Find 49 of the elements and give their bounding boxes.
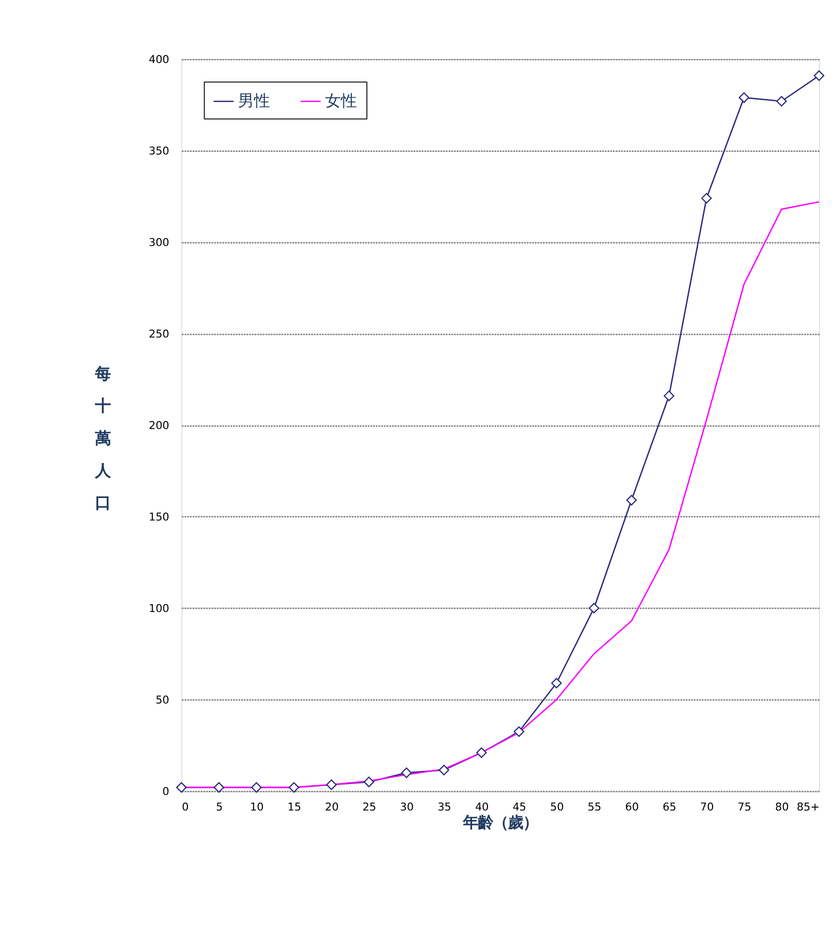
point — [176, 782, 187, 793]
point — [288, 782, 300, 793]
point — [476, 747, 487, 758]
y-axis-title: 每十萬人口 — [94, 364, 112, 512]
x-tick-label: 70 — [700, 800, 714, 814]
point — [738, 92, 750, 103]
y-tick-label: 0 — [162, 785, 170, 798]
y-tick-label: 300 — [148, 236, 170, 250]
legend-label: 女性 — [325, 90, 358, 110]
x-tick-label: 40 — [475, 800, 489, 814]
y-tick-label: 200 — [148, 419, 170, 432]
point — [514, 726, 524, 737]
point — [364, 776, 374, 788]
x-tick-label: 15 — [288, 800, 302, 814]
x-axis-title: 年齡（歲） — [462, 813, 538, 832]
x-tick-label: 30 — [400, 800, 414, 814]
point — [664, 390, 674, 402]
point — [251, 782, 262, 793]
point — [588, 602, 600, 614]
y-tick-label: 350 — [148, 144, 170, 158]
x-tick-label: 50 — [550, 800, 564, 814]
x-tick-label: 35 — [438, 800, 452, 814]
point — [776, 96, 787, 107]
legend-label: 男性 — [238, 90, 270, 110]
x-tick-label: 25 — [362, 800, 376, 814]
point — [214, 782, 224, 793]
x-tick-label: 20 — [325, 800, 339, 814]
point — [551, 678, 562, 688]
point — [326, 779, 337, 790]
x-tick-label: 55 — [588, 800, 602, 814]
x-tick-label: 75 — [738, 800, 752, 814]
x-tick-label: 60 — [625, 800, 639, 814]
point — [814, 70, 824, 81]
y-tick-label: 50 — [156, 694, 170, 707]
point — [438, 764, 450, 776]
x-tick-label: 45 — [512, 800, 526, 814]
y-tick-label: 250 — [148, 328, 170, 341]
y-tick-label: 150 — [148, 510, 170, 524]
y-tick-label: 400 — [148, 53, 170, 66]
point — [701, 192, 712, 204]
x-tick-label: 5 — [216, 800, 223, 814]
x-tick-label: 80 — [775, 800, 789, 814]
x-tick-label: 0 — [182, 800, 189, 814]
point — [626, 494, 637, 506]
y-tick-label: 100 — [148, 602, 170, 616]
point — [401, 768, 412, 778]
x-tick-label: 85+ — [796, 800, 820, 814]
x-tick-label: 65 — [662, 800, 676, 814]
x-tick-label: 10 — [250, 800, 264, 814]
